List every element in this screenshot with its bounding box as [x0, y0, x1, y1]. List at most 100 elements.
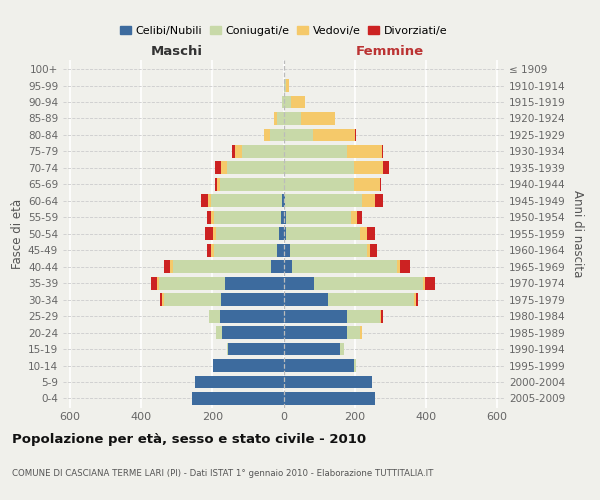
- Bar: [423, 276, 425, 289]
- Bar: [351, 211, 358, 224]
- Bar: [313, 128, 355, 141]
- Bar: [425, 276, 435, 289]
- Bar: [225, 276, 284, 289]
- Bar: [214, 244, 277, 256]
- Bar: [217, 178, 220, 191]
- Bar: [220, 310, 284, 322]
- Bar: [196, 376, 284, 388]
- Bar: [205, 228, 213, 240]
- Bar: [284, 310, 347, 322]
- Bar: [284, 276, 314, 289]
- Bar: [284, 178, 354, 191]
- Bar: [211, 211, 214, 224]
- Bar: [347, 145, 382, 158]
- Bar: [221, 293, 284, 306]
- Bar: [284, 392, 375, 405]
- Bar: [347, 310, 380, 322]
- Bar: [209, 310, 220, 322]
- Bar: [170, 260, 173, 273]
- Bar: [284, 211, 286, 224]
- Bar: [382, 310, 383, 322]
- Bar: [227, 162, 284, 174]
- Bar: [220, 178, 284, 191]
- Bar: [213, 228, 216, 240]
- Bar: [216, 228, 279, 240]
- Bar: [375, 194, 383, 207]
- Bar: [286, 79, 289, 92]
- Bar: [380, 178, 382, 191]
- Bar: [382, 145, 383, 158]
- Bar: [211, 194, 282, 207]
- Bar: [162, 293, 164, 306]
- Bar: [173, 260, 271, 273]
- Bar: [206, 211, 211, 224]
- Bar: [151, 276, 157, 289]
- Bar: [361, 228, 367, 240]
- Bar: [284, 194, 285, 207]
- Bar: [157, 276, 159, 289]
- Bar: [282, 194, 284, 207]
- Bar: [282, 96, 284, 108]
- Bar: [284, 228, 286, 240]
- Bar: [416, 293, 418, 306]
- Bar: [362, 194, 375, 207]
- Bar: [284, 326, 347, 339]
- Bar: [354, 162, 383, 174]
- Bar: [284, 96, 292, 108]
- Bar: [400, 260, 410, 273]
- Bar: [270, 128, 284, 141]
- Bar: [200, 194, 208, 207]
- Bar: [160, 293, 162, 306]
- Bar: [211, 244, 214, 256]
- Bar: [286, 228, 361, 240]
- Bar: [277, 244, 284, 256]
- Bar: [208, 194, 211, 207]
- Bar: [221, 162, 227, 174]
- Bar: [292, 96, 305, 108]
- Bar: [284, 293, 328, 306]
- Text: Popolazione per età, sesso e stato civile - 2010: Popolazione per età, sesso e stato civil…: [12, 432, 366, 446]
- Bar: [383, 162, 389, 174]
- Text: Maschi: Maschi: [151, 46, 203, 59]
- Bar: [354, 359, 356, 372]
- Text: COMUNE DI CASCIANA TERME LARI (PI) - Dati ISTAT 1° gennaio 2010 - Elaborazione T: COMUNE DI CASCIANA TERME LARI (PI) - Dat…: [12, 469, 433, 478]
- Bar: [216, 326, 223, 339]
- Bar: [328, 293, 414, 306]
- Bar: [215, 178, 217, 191]
- Bar: [284, 162, 354, 174]
- Bar: [292, 260, 397, 273]
- Bar: [314, 276, 423, 289]
- Bar: [263, 128, 270, 141]
- Bar: [159, 276, 225, 289]
- Bar: [227, 342, 229, 355]
- Bar: [274, 112, 277, 125]
- Bar: [284, 79, 286, 92]
- Bar: [229, 342, 284, 355]
- Bar: [284, 260, 292, 273]
- Bar: [284, 376, 372, 388]
- Y-axis label: Anni di nascita: Anni di nascita: [571, 190, 584, 278]
- Bar: [285, 194, 362, 207]
- Bar: [281, 211, 284, 224]
- Bar: [361, 326, 362, 339]
- Bar: [354, 178, 380, 191]
- Bar: [380, 310, 382, 322]
- Bar: [397, 260, 400, 273]
- Bar: [271, 260, 284, 273]
- Bar: [232, 145, 235, 158]
- Bar: [235, 145, 242, 158]
- Bar: [192, 392, 284, 405]
- Bar: [284, 112, 301, 125]
- Bar: [279, 228, 284, 240]
- Bar: [277, 112, 284, 125]
- Bar: [242, 145, 284, 158]
- Bar: [164, 260, 170, 273]
- Bar: [284, 342, 340, 355]
- Bar: [284, 244, 290, 256]
- Bar: [206, 244, 211, 256]
- Bar: [214, 211, 281, 224]
- Bar: [164, 293, 221, 306]
- Bar: [213, 359, 284, 372]
- Bar: [284, 359, 354, 372]
- Bar: [367, 228, 374, 240]
